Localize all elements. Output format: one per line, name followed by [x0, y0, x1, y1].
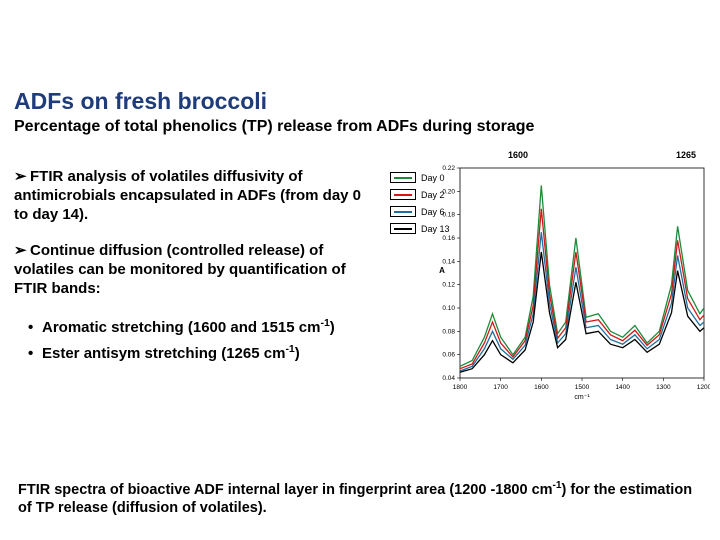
figure-caption: FTIR spectra of bioactive ADF internal l… [18, 480, 702, 517]
svg-text:0.10: 0.10 [442, 305, 455, 312]
svg-text:1700: 1700 [493, 384, 508, 391]
svg-text:1600: 1600 [534, 384, 549, 391]
arrow-icon: ➢ [14, 242, 30, 261]
superscript: -1 [553, 480, 562, 491]
bullet-sub-item: •Ester antisym stretching (1265 cm-1) [28, 343, 374, 364]
dot-icon: • [28, 345, 42, 364]
svg-text:A: A [439, 266, 445, 275]
chart-plot: 0.04 0.06 0.08 0.10 0.12 0.14 0.16 0.18 0.20 0.22… [434, 162, 710, 402]
svg-text:1300: 1300 [656, 384, 671, 391]
arrow-icon: ➢ [14, 168, 30, 187]
svg-text:0.16: 0.16 [442, 235, 455, 242]
caption-text: FTIR spectra of bioactive ADF internal l… [18, 482, 553, 498]
dot-icon: • [28, 319, 42, 338]
bullet-item: ➢Continue diffusion (controlled release)… [14, 242, 374, 298]
svg-text:1800: 1800 [453, 384, 468, 391]
svg-text:0.22: 0.22 [442, 165, 455, 172]
svg-text:1500: 1500 [575, 384, 590, 391]
svg-text:0.12: 0.12 [442, 282, 455, 289]
bullet-text: ) [295, 345, 300, 362]
superscript: -1 [320, 317, 329, 329]
svg-text:1200: 1200 [697, 384, 710, 391]
svg-text:0.04: 0.04 [442, 375, 455, 382]
page-title: ADFs on fresh broccoli [14, 88, 267, 115]
peak-annotation: 1265 [676, 150, 696, 160]
bullet-sub-item: •Aromatic stretching (1600 and 1515 cm-1… [28, 317, 374, 338]
peak-annotation: 1600 [508, 150, 528, 160]
bullet-text: FTIR analysis of volatiles diffusivity o… [14, 168, 361, 223]
legend-swatch [390, 223, 416, 234]
bullet-text: Aromatic stretching (1600 and 1515 cm [42, 319, 320, 336]
superscript: -1 [285, 343, 294, 355]
ftir-chart: 1600 1265 1515 Day 0Day 2Day 6Day 13 0.0… [390, 158, 710, 418]
bullet-text: Ester antisym stretching (1265 cm [42, 345, 285, 362]
svg-text:0.18: 0.18 [442, 212, 455, 219]
bullet-text: ) [330, 319, 335, 336]
bullet-item: ➢FTIR analysis of volatiles diffusivity … [14, 168, 374, 224]
legend-swatch [390, 206, 416, 217]
svg-text:0.06: 0.06 [442, 352, 455, 359]
bullet-list: ➢FTIR analysis of volatiles diffusivity … [14, 168, 374, 370]
legend-swatch [390, 172, 416, 183]
svg-text:1400: 1400 [615, 384, 630, 391]
legend-swatch [390, 189, 416, 200]
svg-text:0.14: 0.14 [442, 258, 455, 265]
svg-text:0.08: 0.08 [442, 328, 455, 335]
svg-text:cm⁻¹: cm⁻¹ [574, 394, 590, 401]
svg-text:0.20: 0.20 [442, 188, 455, 195]
bullet-text: Continue diffusion (controlled release) … [14, 242, 346, 297]
page-subtitle: Percentage of total phenolics (TP) relea… [14, 118, 534, 136]
